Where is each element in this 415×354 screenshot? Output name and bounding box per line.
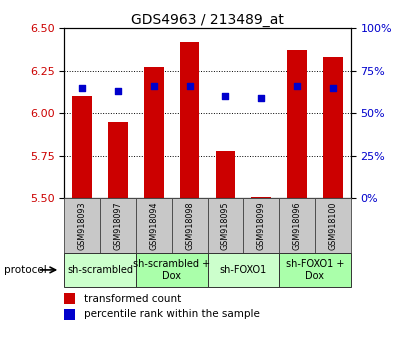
Bar	[100, 198, 136, 253]
Bar	[323, 57, 343, 198]
Bar	[172, 198, 208, 253]
Text: sh-scrambled: sh-scrambled	[67, 265, 133, 275]
Text: GSM918094: GSM918094	[149, 201, 158, 250]
Text: protocol: protocol	[4, 265, 47, 275]
Bar	[279, 198, 315, 253]
Point	[151, 83, 157, 89]
Bar	[251, 196, 271, 198]
Point	[222, 93, 229, 99]
Text: GSM918100: GSM918100	[328, 201, 337, 250]
Bar	[72, 96, 92, 198]
Bar	[279, 253, 351, 287]
Point	[186, 83, 193, 89]
Text: GSM918097: GSM918097	[114, 201, 122, 250]
Text: GSM918098: GSM918098	[185, 201, 194, 250]
Text: percentile rank within the sample: percentile rank within the sample	[84, 309, 260, 320]
Point	[294, 83, 300, 89]
Bar	[208, 253, 279, 287]
Bar	[315, 198, 351, 253]
Bar	[243, 198, 279, 253]
Bar	[64, 309, 76, 320]
Point	[115, 88, 121, 94]
Text: sh-scrambled +
Dox: sh-scrambled + Dox	[133, 259, 210, 281]
Bar	[180, 42, 200, 198]
Point	[79, 85, 85, 91]
Bar	[136, 198, 172, 253]
Bar	[208, 198, 243, 253]
Text: GSM918099: GSM918099	[257, 201, 266, 250]
Bar	[108, 122, 128, 198]
Bar	[64, 293, 76, 304]
Text: GSM918096: GSM918096	[293, 201, 301, 250]
Bar	[215, 151, 235, 198]
Bar	[136, 253, 208, 287]
Point	[330, 85, 336, 91]
Point	[258, 95, 264, 101]
Bar	[64, 253, 136, 287]
Text: sh-FOXO1 +
Dox: sh-FOXO1 + Dox	[286, 259, 344, 281]
Bar	[287, 50, 307, 198]
Text: sh-FOXO1: sh-FOXO1	[220, 265, 267, 275]
Bar	[144, 67, 164, 198]
Bar	[64, 198, 100, 253]
Text: GSM918093: GSM918093	[78, 201, 87, 250]
Text: transformed count: transformed count	[84, 293, 182, 304]
Title: GDS4963 / 213489_at: GDS4963 / 213489_at	[131, 13, 284, 27]
Text: GSM918095: GSM918095	[221, 201, 230, 250]
